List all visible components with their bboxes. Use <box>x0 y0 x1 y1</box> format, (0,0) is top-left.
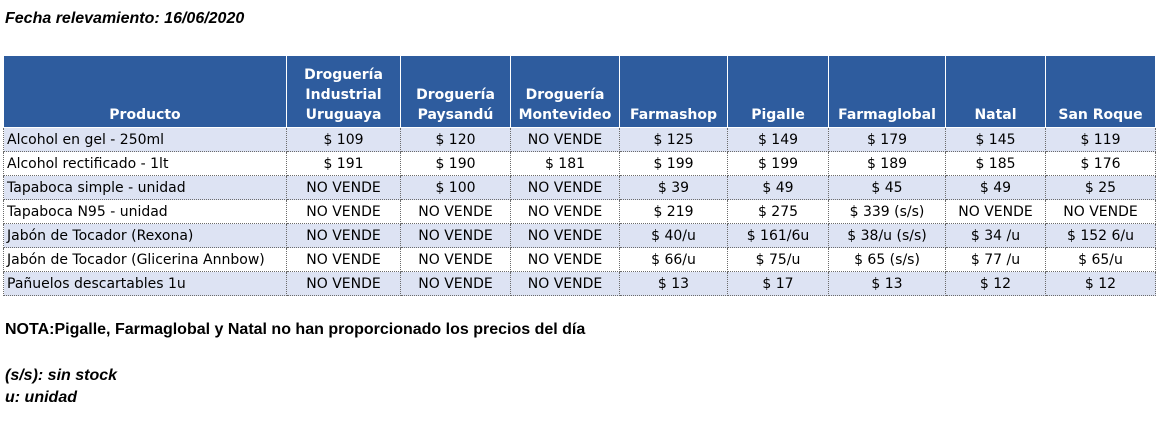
price-cell: $ 75/u <box>727 247 829 272</box>
price-cell: NO VENDE <box>510 223 620 248</box>
price-cell: $ 339 (s/s) <box>828 199 946 224</box>
product-cell: Alcohol rectificado - 1lt <box>3 151 287 176</box>
price-cell: NO VENDE <box>400 247 511 272</box>
price-cell: NO VENDE <box>510 199 620 224</box>
table-row: Alcohol en gel - 250ml $ 109 $ 120 NO VE… <box>3 127 1156 152</box>
product-cell: Pañuelos descartables 1u <box>3 271 287 296</box>
price-cell: NO VENDE <box>400 271 511 296</box>
note-text: NOTA:Pigalle, Farmaglobal y Natal no han… <box>5 321 586 338</box>
price-cell: NO VENDE <box>510 127 620 152</box>
header-san-roque: San Roque <box>1045 55 1156 128</box>
table-row: Tapaboca simple - unidad NO VENDE $ 100 … <box>3 175 1156 200</box>
price-cell: $ 199 <box>619 151 728 176</box>
product-cell: Jabón de Tocador (Glicerina Annbow) <box>3 247 287 272</box>
price-cell: NO VENDE <box>400 199 511 224</box>
price-cell: $ 13 <box>619 271 728 296</box>
price-cell: $ 219 <box>619 199 728 224</box>
price-cell: $ 145 <box>945 127 1046 152</box>
legend-sin-stock: (s/s): sin stock <box>5 367 118 384</box>
price-cell: NO VENDE <box>400 223 511 248</box>
table-row: Tapaboca N95 - unidad NO VENDE NO VENDE … <box>3 199 1156 224</box>
table-row: Jabón de Tocador (Rexona) NO VENDE NO VE… <box>3 223 1156 248</box>
header-producto: Producto <box>3 55 287 128</box>
price-cell: $ 17 <box>727 271 829 296</box>
price-cell: $ 191 <box>286 151 401 176</box>
price-cell: $ 176 <box>1045 151 1156 176</box>
product-cell: Alcohol en gel - 250ml <box>3 127 287 152</box>
price-cell: $ 13 <box>828 271 946 296</box>
price-cell: $ 199 <box>727 151 829 176</box>
price-cell: $ 119 <box>1045 127 1156 152</box>
price-cell: NO VENDE <box>286 271 401 296</box>
price-cell: NO VENDE <box>286 247 401 272</box>
price-cell: $ 12 <box>1045 271 1156 296</box>
price-cell: NO VENDE <box>286 223 401 248</box>
header-farmaglobal: Farmaglobal <box>828 55 946 128</box>
product-cell: Tapaboca simple - unidad <box>3 175 287 200</box>
price-cell: NO VENDE <box>510 175 620 200</box>
price-cell: NO VENDE <box>510 271 620 296</box>
price-cell: $ 65/u <box>1045 247 1156 272</box>
table-row: Alcohol rectificado - 1lt $ 191 $ 190 $ … <box>3 151 1156 176</box>
price-cell: $ 125 <box>619 127 728 152</box>
price-cell: $ 179 <box>828 127 946 152</box>
price-cell: NO VENDE <box>286 175 401 200</box>
price-cell: $ 65 (s/s) <box>828 247 946 272</box>
price-cell: $ 190 <box>400 151 511 176</box>
price-cell: $ 49 <box>945 175 1046 200</box>
survey-date: Fecha relevamiento: 16/06/2020 <box>5 10 245 27</box>
price-cell: $ 40/u <box>619 223 728 248</box>
price-cell: $ 189 <box>828 151 946 176</box>
price-cell: $ 100 <box>400 175 511 200</box>
price-cell: $ 49 <box>727 175 829 200</box>
price-cell: $ 149 <box>727 127 829 152</box>
price-cell: $ 34 /u <box>945 223 1046 248</box>
price-cell: $ 45 <box>828 175 946 200</box>
legend-unidad: u: unidad <box>5 389 77 406</box>
header-drogueria-montevideo: Droguería Montevideo <box>510 55 620 128</box>
price-cell: $ 161/6u <box>727 223 829 248</box>
product-cell: Tapaboca N95 - unidad <box>3 199 287 224</box>
price-cell: $ 12 <box>945 271 1046 296</box>
header-pigalle: Pigalle <box>727 55 829 128</box>
price-cell: $ 38/u (s/s) <box>828 223 946 248</box>
price-cell: $ 120 <box>400 127 511 152</box>
price-cell: NO VENDE <box>1045 199 1156 224</box>
price-cell: $ 25 <box>1045 175 1156 200</box>
price-table: Producto Droguería Industrial Uruguaya Dro… <box>3 55 1156 296</box>
price-cell: NO VENDE <box>286 199 401 224</box>
price-cell: $ 275 <box>727 199 829 224</box>
price-cell: $ 181 <box>510 151 620 176</box>
table-row: Pañuelos descartables 1u NO VENDE NO VEN… <box>3 271 1156 296</box>
header-farmashop: Farmashop <box>619 55 728 128</box>
price-cell: $ 185 <box>945 151 1046 176</box>
price-cell: $ 66/u <box>619 247 728 272</box>
price-cell: NO VENDE <box>945 199 1046 224</box>
price-cell: $ 39 <box>619 175 728 200</box>
price-cell: $ 109 <box>286 127 401 152</box>
table-header-row: Producto Droguería Industrial Uruguaya Dro… <box>3 55 1156 128</box>
product-cell: Jabón de Tocador (Rexona) <box>3 223 287 248</box>
header-drogueria-industrial-uruguaya: Droguería Industrial Uruguaya <box>286 55 401 128</box>
header-drogueria-paysandu: Droguería Paysandú <box>400 55 511 128</box>
header-natal: Natal <box>945 55 1046 128</box>
price-cell: $ 77 /u <box>945 247 1046 272</box>
price-cell: NO VENDE <box>510 247 620 272</box>
price-cell: $ 152 6/u <box>1045 223 1156 248</box>
table-row: Jabón de Tocador (Glicerina Annbow) NO V… <box>3 247 1156 272</box>
